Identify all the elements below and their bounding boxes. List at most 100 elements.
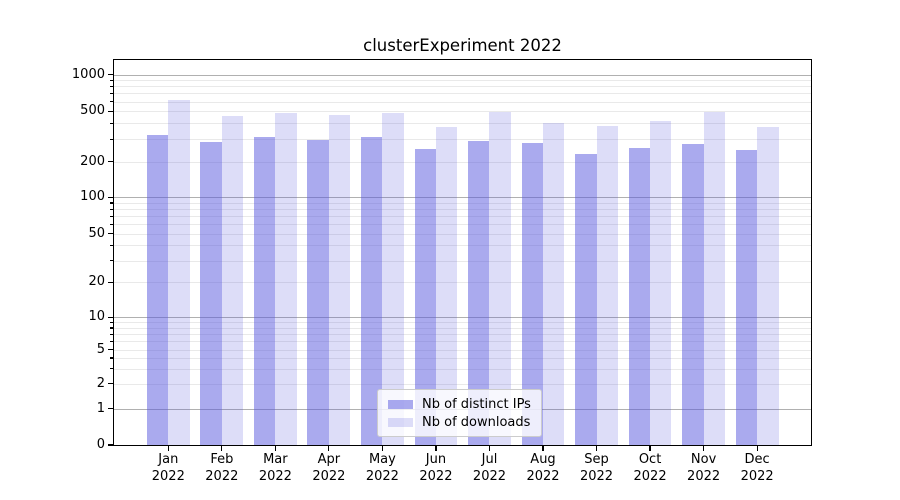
- x-tick-mark-apr: [328, 446, 330, 451]
- bar-downloads-mar: [275, 112, 297, 445]
- bar-distinct-ips-feb: [200, 142, 222, 445]
- gridline-minor-90: [114, 202, 811, 204]
- gridline-minor-50: [114, 233, 811, 235]
- x-tick-mark-sep: [595, 446, 598, 451]
- y-minor-tick-mark-4: [110, 357, 113, 359]
- gridline-minor-70: [114, 216, 811, 218]
- bar-downloads-apr: [328, 114, 351, 445]
- x-tick-label-sep: Sep 2022: [579, 452, 614, 484]
- x-tick-mark-dec: [756, 446, 758, 451]
- y-tick-label-1: 1: [96, 400, 105, 416]
- y-minor-tick-mark-30: [110, 260, 113, 262]
- bar-distinct-ips-sep: [575, 153, 597, 445]
- x-tick-label-oct: Oct 2022: [633, 452, 667, 484]
- x-tick-mark-feb: [221, 446, 223, 451]
- gridline-minor-60: [114, 224, 811, 226]
- chart-title: clusterExperiment 2022: [363, 36, 562, 55]
- y-minor-tick-mark-500: [110, 110, 113, 112]
- x-tick-mark-mar: [274, 446, 276, 451]
- x-tick-label-dec: Dec 2022: [740, 452, 774, 484]
- x-tick-label-jan: Jan 2022: [151, 452, 185, 484]
- y-minor-tick-mark-800: [110, 85, 113, 88]
- x-tick-mark-may: [381, 446, 383, 451]
- gridline-minor-6: [114, 341, 811, 343]
- y-minor-tick-mark-70: [110, 215, 113, 217]
- gridline-minor-300: [114, 139, 811, 141]
- y-tick-mark-0: [108, 444, 113, 446]
- bar-downloads-may: [382, 112, 404, 445]
- x-tick-label-jun: Jun 2022: [419, 452, 453, 484]
- legend-swatch-downloads: [388, 417, 413, 427]
- y-tick-label-5: 5: [96, 341, 105, 357]
- y-minor-tick-mark-6: [110, 340, 113, 342]
- bar-downloads-jan: [168, 100, 190, 445]
- gridline-minor-700: [114, 93, 811, 95]
- bar-distinct-ips-oct: [628, 148, 651, 445]
- legend: Nb of distinct IPs Nb of downloads: [377, 389, 542, 437]
- bar-distinct-ips-jul: [468, 141, 490, 445]
- y-minor-tick-mark-40: [110, 244, 113, 247]
- bar-downloads-jun: [435, 126, 458, 445]
- gridline-minor-4: [114, 357, 811, 359]
- y-minor-tick-mark-300: [110, 138, 113, 140]
- y-minor-tick-mark-90: [110, 202, 113, 204]
- y-tick-label-500: 500: [80, 103, 105, 119]
- gridline-minor-5: [114, 349, 811, 351]
- bar-distinct-ips-jan: [146, 134, 169, 445]
- bar-downloads-dec: [757, 126, 779, 445]
- y-minor-tick-mark-9: [110, 321, 113, 324]
- y-minor-tick-mark-50: [110, 233, 113, 235]
- x-tick-label-nov: Nov 2022: [687, 452, 721, 484]
- legend-swatch-distinct-ips: [388, 399, 413, 409]
- gridline-minor-800: [114, 86, 811, 88]
- gridline-minor-3: [114, 368, 811, 370]
- y-minor-tick-mark-700: [110, 92, 113, 95]
- gridline-major-10: [114, 317, 811, 319]
- bar-distinct-ips-dec: [735, 150, 758, 445]
- x-tick-mark-jul: [488, 446, 491, 451]
- gridline-major-100: [114, 197, 811, 199]
- x-tick-mark-aug: [542, 446, 544, 451]
- bar-distinct-ips-nov: [682, 144, 704, 445]
- y-tick-label-2: 2: [96, 375, 105, 391]
- bar-distinct-ips-jun: [414, 149, 436, 445]
- x-tick-label-apr: Apr 2022: [312, 452, 346, 484]
- y-tick-label-200: 200: [80, 153, 105, 169]
- gridline-minor-80: [114, 209, 811, 211]
- y-minor-tick-mark-3: [110, 368, 113, 370]
- gridline-minor-500: [114, 111, 811, 113]
- y-minor-tick-mark-60: [110, 223, 113, 225]
- gridline-minor-400: [114, 123, 811, 125]
- gridline-minor-40: [114, 245, 811, 247]
- y-minor-tick-mark-600: [110, 101, 113, 103]
- bar-distinct-ips-aug: [521, 143, 543, 445]
- gridline-minor-900: [114, 80, 811, 82]
- gridline-minor-2: [114, 383, 811, 385]
- y-minor-tick-mark-8: [110, 327, 113, 329]
- x-tick-label-may: May 2022: [365, 452, 399, 484]
- gridline-minor-600: [114, 101, 811, 103]
- gridline-minor-200: [114, 161, 811, 163]
- gridline-minor-9: [114, 322, 811, 324]
- x-tick-label-feb: Feb 2022: [205, 452, 239, 484]
- x-tick-label-jul: Jul 2022: [472, 452, 507, 484]
- x-tick-mark-oct: [649, 446, 651, 451]
- bar-downloads-aug: [543, 122, 565, 445]
- y-tick-label-50: 50: [88, 225, 105, 241]
- y-minor-tick-mark-5: [110, 349, 113, 351]
- y-tick-label-20: 20: [88, 274, 105, 290]
- gridline-minor-8: [114, 327, 811, 329]
- bar-downloads-feb: [221, 115, 244, 445]
- bar-distinct-ips-apr: [307, 140, 329, 445]
- y-minor-tick-mark-20: [110, 281, 113, 283]
- bar-downloads-sep: [596, 126, 618, 445]
- legend-row-downloads: Nb of downloads: [388, 413, 531, 431]
- legend-label-downloads: Nb of downloads: [422, 414, 531, 430]
- y-tick-mark-100: [108, 196, 113, 199]
- gridline-minor-30: [114, 260, 811, 262]
- x-tick-label-aug: Aug 2022: [526, 452, 560, 484]
- y-minor-tick-mark-80: [110, 208, 113, 210]
- y-tick-label-0: 0: [96, 437, 105, 452]
- y-minor-tick-mark-2: [110, 383, 113, 385]
